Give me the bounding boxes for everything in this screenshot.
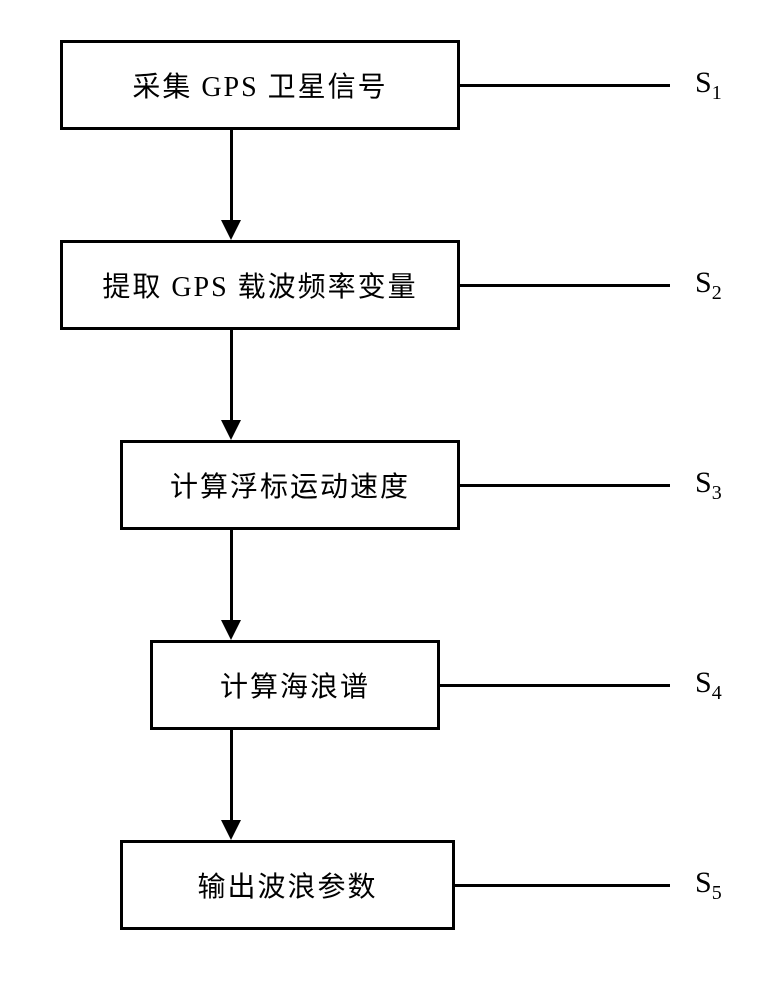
flow-box-n4: 计算海浪谱: [150, 640, 440, 730]
step-label-n2: S2: [695, 266, 722, 305]
arrow-line: [230, 330, 233, 420]
connector-line: [440, 684, 670, 687]
flow-box-label: 计算海浪谱: [220, 665, 370, 705]
connector-line: [455, 884, 670, 887]
flow-box-n1: 采集 GPS 卫星信号: [60, 40, 460, 130]
flowchart-canvas: 采集 GPS 卫星信号 S1 提取 GPS 载波频率变量 S2 计算浮标运动速度 S3 计算…: [0, 0, 784, 1000]
arrow-line: [230, 530, 233, 620]
arrow-line: [230, 130, 233, 220]
arrow-head-icon: [221, 820, 241, 840]
flow-box-label: 采集 GPS 卫星信号: [132, 65, 387, 105]
flow-box-n2: 提取 GPS 载波频率变量: [60, 240, 460, 330]
arrow-head-icon: [221, 420, 241, 440]
flow-box-n5: 输出波浪参数: [120, 840, 455, 930]
flow-box-n3: 计算浮标运动速度: [120, 440, 460, 530]
step-label-n3: S3: [695, 466, 722, 505]
step-label-n5: S5: [695, 866, 722, 905]
connector-line: [460, 284, 670, 287]
connector-line: [460, 484, 670, 487]
step-label-n4: S4: [695, 666, 722, 705]
flow-box-label: 计算浮标运动速度: [170, 465, 410, 505]
arrow-line: [230, 730, 233, 820]
flow-box-label: 输出波浪参数: [197, 865, 377, 905]
connector-line: [460, 84, 670, 87]
arrow-head-icon: [221, 620, 241, 640]
flow-box-label: 提取 GPS 载波频率变量: [102, 265, 417, 305]
arrow-head-icon: [221, 220, 241, 240]
step-label-n1: S1: [695, 66, 722, 105]
